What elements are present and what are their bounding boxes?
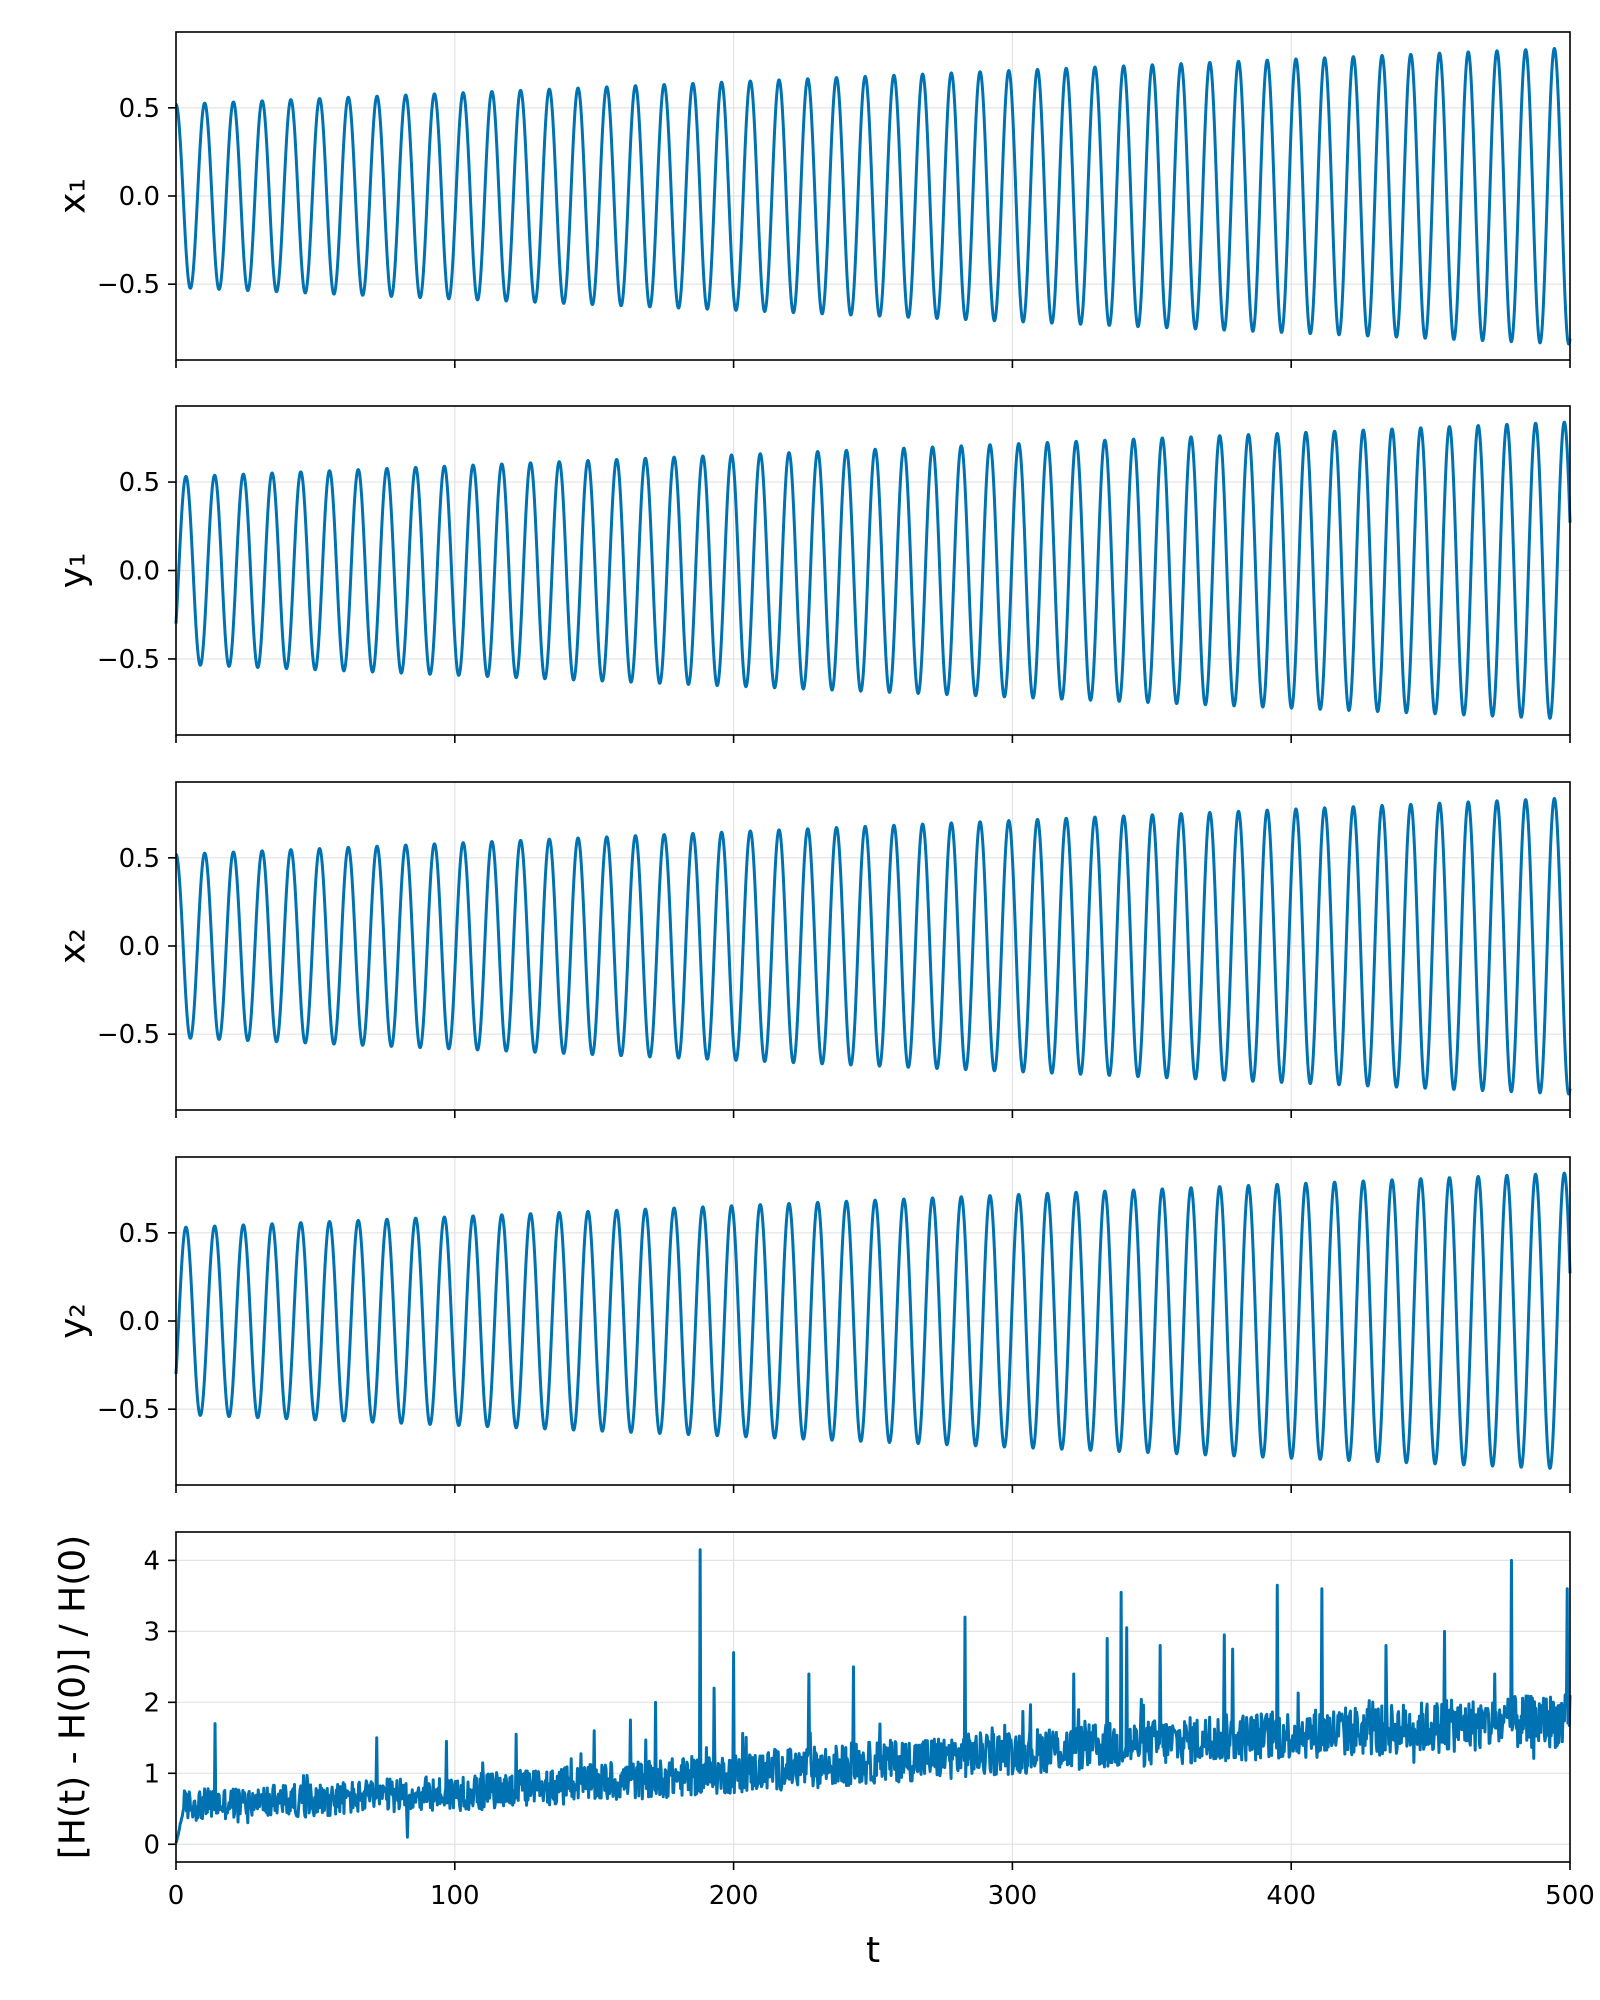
panel-y2: −0.5 0.0 0.5 y₂ — [53, 1156, 1572, 1493]
series-line-x1 — [174, 47, 1572, 346]
y-tick-label-2: 0.5 — [119, 94, 160, 124]
y-tick-label-1: 0.0 — [119, 182, 160, 212]
panel-energy: 0 1 2 3 4 [H(t) - H(0)] / H(0) 0 100 200 300 400 50… — [53, 1531, 1595, 1911]
y-tick-label-1: 0.0 — [119, 1307, 160, 1337]
panel-y1: −0.5 0.0 0.5 y₁ — [53, 405, 1572, 743]
y-tick-label-0: −0.5 — [97, 1395, 160, 1425]
y-axis-label-energy: [H(t) - H(0)] / H(0) — [53, 1535, 94, 1859]
series-line-energy — [174, 1548, 1572, 1844]
x-tick-label-0: 0 — [168, 1881, 185, 1911]
y-tick-label-0: 0 — [143, 1830, 160, 1860]
x-tick-label-2: 200 — [709, 1881, 759, 1911]
x-tick-label-4: 400 — [1266, 1881, 1316, 1911]
axes-frame-energy — [175, 1531, 1571, 1863]
y-tick-label-2: 2 — [143, 1688, 160, 1718]
series-line-x2 — [174, 797, 1572, 1096]
y-tick-label-0: −0.5 — [97, 1020, 160, 1050]
y-tick-label-2: 0.5 — [119, 1219, 160, 1249]
y-axis-label-x2: x₂ — [53, 928, 94, 964]
panels: −0.50.00.5x₁−0.50.00.5y₁−0.50.00.5x₂−0.5… — [53, 31, 1595, 1911]
y-tick-label-1: 0.0 — [119, 932, 160, 962]
y-tick-label-0: −0.5 — [97, 270, 160, 300]
x-tick-label-5: 500 — [1545, 1881, 1595, 1911]
y-axis-label-x1: x₁ — [53, 178, 94, 214]
y-axis-label-y1: y₁ — [53, 553, 94, 589]
y-tick-label-2: 0.5 — [119, 468, 160, 498]
x-tick-label-1: 100 — [430, 1881, 480, 1911]
x-axis-label: t — [866, 1930, 880, 1971]
y-tick-label-2: 0.5 — [119, 844, 160, 874]
x-tick-label-3: 300 — [988, 1881, 1038, 1911]
y-tick-label-0: −0.5 — [97, 645, 160, 675]
y-tick-label-4: 4 — [143, 1546, 160, 1576]
panel-x1: −0.5 0.0 0.5 x₁ — [53, 31, 1572, 368]
series-line-y1 — [174, 420, 1572, 720]
y-axis-label-y2: y₂ — [53, 1303, 94, 1339]
y-tick-label-1: 0.0 — [119, 557, 160, 587]
y-tick-label-3: 3 — [143, 1617, 160, 1647]
series-line-y2 — [174, 1171, 1572, 1470]
y-tick-label-1: 1 — [143, 1759, 160, 1789]
panel-x2: −0.5 0.0 0.5 x₂ — [53, 781, 1572, 1118]
